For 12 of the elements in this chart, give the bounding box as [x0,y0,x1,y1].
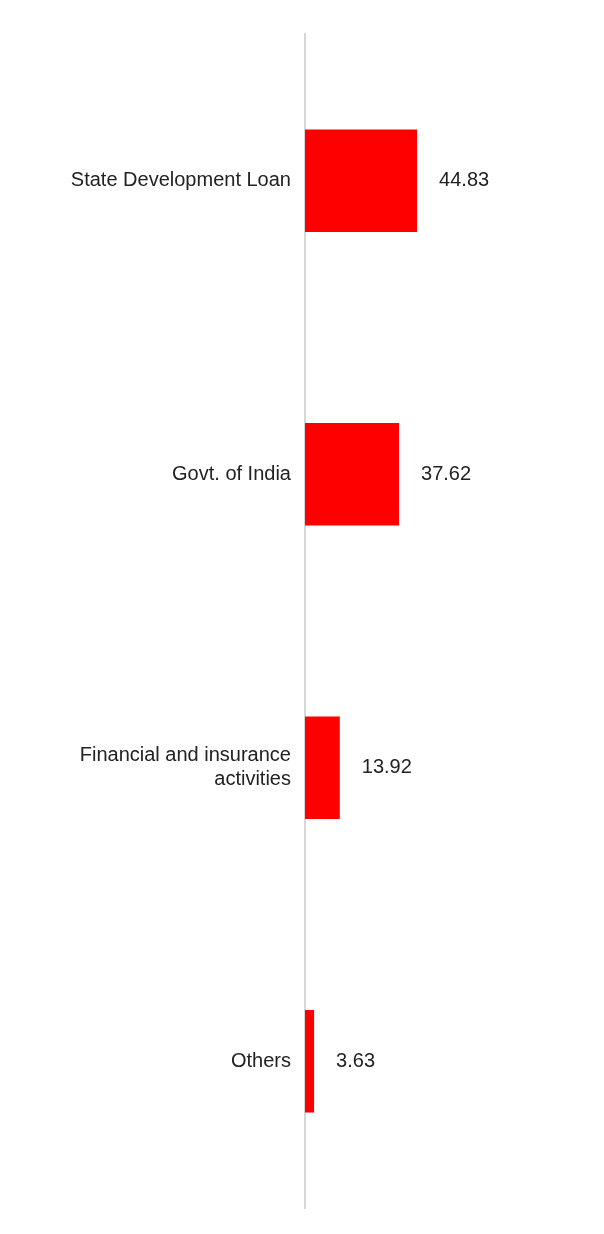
data-label: 3.63 [336,1048,376,1071]
bar [305,422,400,526]
bar [305,129,418,233]
data-label: 44.83 [439,168,490,191]
y-tick-label: Financial and insurance activities [79,743,291,790]
data-label: 13.92 [361,755,412,778]
data-label: 37.62 [421,461,472,484]
y-tick-label: Govt. of India [172,461,292,484]
bar [305,1009,315,1113]
bar [305,716,340,820]
y-tick-label: Others [230,1048,291,1071]
y-tick-label: State Development Loan [70,168,291,191]
